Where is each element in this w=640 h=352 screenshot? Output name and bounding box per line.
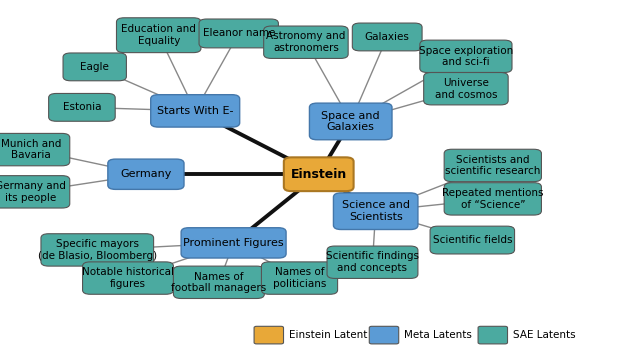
FancyBboxPatch shape (41, 234, 154, 266)
Text: Estonia: Estonia (63, 102, 101, 112)
Text: Starts With E-: Starts With E- (157, 106, 234, 116)
Text: Eagle: Eagle (80, 62, 109, 72)
FancyBboxPatch shape (63, 53, 127, 81)
Text: Space exploration
and sci-fi: Space exploration and sci-fi (419, 45, 513, 67)
Text: Names of
football managers: Names of football managers (172, 271, 266, 293)
Text: Names of
politicians: Names of politicians (273, 267, 326, 289)
Text: Space and
Galaxies: Space and Galaxies (321, 111, 380, 132)
Text: Eleanor name: Eleanor name (202, 29, 275, 38)
FancyBboxPatch shape (420, 40, 512, 73)
FancyBboxPatch shape (352, 23, 422, 51)
FancyBboxPatch shape (310, 103, 392, 140)
FancyBboxPatch shape (284, 157, 354, 191)
FancyBboxPatch shape (151, 95, 240, 127)
FancyBboxPatch shape (327, 246, 418, 278)
FancyBboxPatch shape (444, 183, 541, 215)
Text: Galaxies: Galaxies (365, 32, 410, 42)
Text: Scientific findings
and concepts: Scientific findings and concepts (326, 251, 419, 273)
FancyBboxPatch shape (424, 73, 508, 105)
Text: Education and
Equality: Education and Equality (122, 24, 196, 46)
FancyBboxPatch shape (478, 326, 508, 344)
FancyBboxPatch shape (199, 19, 278, 48)
Text: Scientific fields: Scientific fields (433, 235, 512, 245)
FancyBboxPatch shape (181, 228, 286, 258)
FancyBboxPatch shape (49, 94, 115, 121)
FancyBboxPatch shape (0, 133, 70, 166)
FancyBboxPatch shape (83, 262, 173, 294)
Text: Meta Latents: Meta Latents (404, 330, 472, 340)
Text: Scientists and
scientific research: Scientists and scientific research (445, 155, 541, 176)
FancyBboxPatch shape (108, 159, 184, 189)
Text: Munich and
Bavaria: Munich and Bavaria (1, 139, 61, 161)
Text: Prominent Figures: Prominent Figures (183, 238, 284, 248)
Text: Astronomy and
astronomers: Astronomy and astronomers (266, 31, 346, 53)
FancyBboxPatch shape (116, 18, 201, 52)
Text: SAE Latents: SAE Latents (513, 330, 575, 340)
FancyBboxPatch shape (444, 149, 541, 182)
Text: Germany and
its people: Germany and its people (0, 181, 66, 203)
Text: Notable historical
figures: Notable historical figures (82, 267, 174, 289)
FancyBboxPatch shape (333, 193, 418, 230)
FancyBboxPatch shape (0, 176, 70, 208)
Text: Einstein Latent: Einstein Latent (289, 330, 367, 340)
FancyBboxPatch shape (254, 326, 284, 344)
FancyBboxPatch shape (430, 226, 515, 254)
Text: Specific mayors
(de Blasio, Bloomberg): Specific mayors (de Blasio, Bloomberg) (38, 239, 157, 261)
Text: Universe
and cosmos: Universe and cosmos (435, 78, 497, 100)
FancyBboxPatch shape (369, 326, 399, 344)
Text: Germany: Germany (120, 169, 172, 179)
Text: Einstein: Einstein (291, 168, 347, 181)
FancyBboxPatch shape (173, 266, 264, 298)
FancyBboxPatch shape (262, 262, 338, 294)
FancyBboxPatch shape (264, 26, 348, 58)
Text: Science and
Scientists: Science and Scientists (342, 200, 410, 222)
Text: Repeated mentions
of “Science”: Repeated mentions of “Science” (442, 188, 543, 210)
